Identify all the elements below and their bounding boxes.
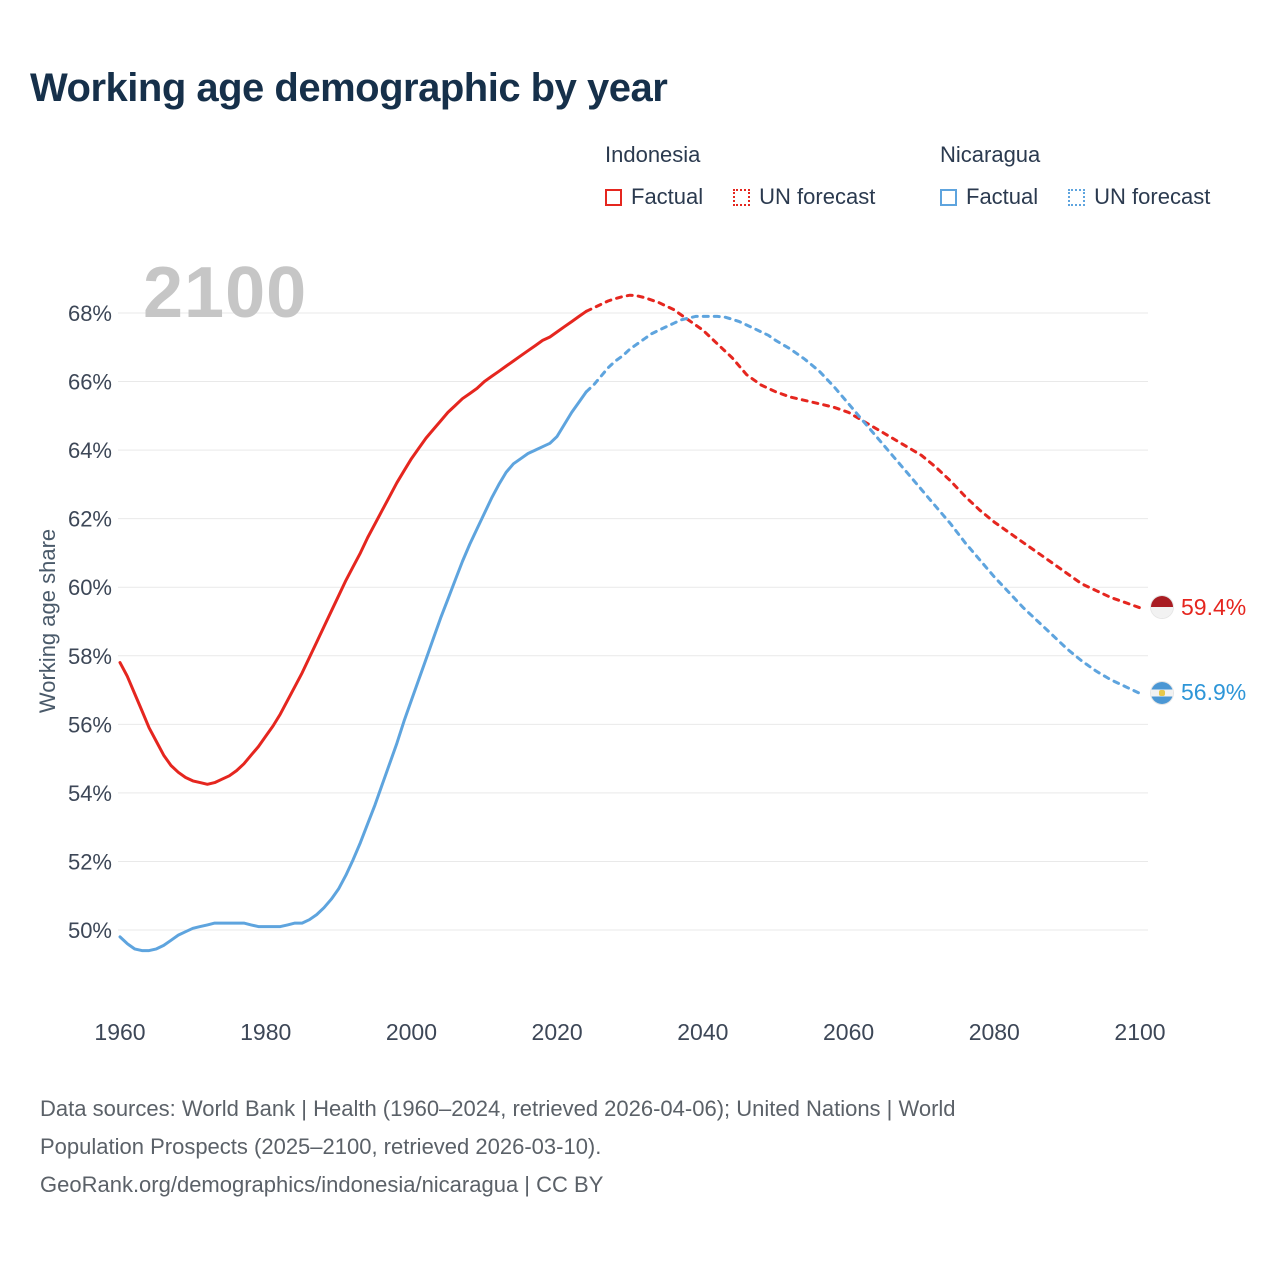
indonesia-flag-icon — [1151, 596, 1173, 619]
x-tick-label: 2020 — [532, 1019, 583, 1045]
end-value-nicaragua: 56.9% — [1181, 679, 1247, 706]
y-tick-label: 58% — [68, 644, 112, 669]
legend-group-nicaragua: Nicaragua Factual UN forecast — [940, 142, 1210, 210]
series-line-factual — [118, 390, 588, 953]
legend-item-label: Factual — [966, 184, 1039, 209]
y-axis-title: Working age share — [35, 528, 60, 714]
legend-item-nicaragua-factual[interactable]: Factual — [940, 184, 1038, 210]
legend-item-label: UN forecast — [1094, 184, 1211, 209]
legend-country-label-nicaragua: Nicaragua — [940, 142, 1041, 167]
x-tick-label: 2080 — [969, 1019, 1020, 1045]
x-tick-label: 2060 — [823, 1019, 874, 1045]
nicaragua-flag-icon — [1151, 681, 1173, 704]
y-tick-label: 64% — [68, 438, 112, 463]
page-title: Working age demographic by year — [30, 66, 668, 110]
hover-year-watermark: 2100 — [143, 253, 308, 333]
solid-swatch-icon — [605, 188, 622, 206]
y-tick-label: 62% — [68, 507, 112, 532]
legend-item-nicaragua-forecast[interactable]: UN forecast — [1068, 184, 1210, 210]
footer-line-3[interactable]: GeoRank.org/demographics/indonesia/nicar… — [40, 1172, 604, 1197]
x-tick-label: 1960 — [94, 1019, 145, 1045]
legend-item-indonesia-forecast[interactable]: UN forecast — [733, 184, 875, 210]
series-line-factual — [118, 309, 588, 786]
y-tick-label: 60% — [68, 575, 112, 600]
legend-item-label: UN forecast — [759, 184, 876, 209]
footer-line-2: Population Prospects (2025–2100, retriev… — [40, 1134, 602, 1159]
x-tick-label: 1980 — [240, 1019, 291, 1045]
legend-group-indonesia: Indonesia Factual UN forecast — [605, 142, 875, 210]
legend-country-label-indonesia: Indonesia — [605, 142, 701, 167]
y-tick-label: 50% — [68, 918, 112, 943]
x-tick-label: 2040 — [677, 1019, 728, 1045]
series-line-forecast — [584, 314, 1142, 695]
legend-item-label: Factual — [631, 184, 704, 209]
footer-line-1: Data sources: World Bank | Health (1960–… — [40, 1096, 956, 1121]
legend-item-indonesia-factual[interactable]: Factual — [605, 184, 703, 210]
dotted-swatch-icon — [1068, 188, 1086, 206]
series-line-forecast — [584, 293, 1142, 610]
solid-swatch-icon — [940, 188, 957, 206]
x-tick-label: 2000 — [386, 1019, 437, 1045]
y-tick-label: 66% — [68, 370, 112, 395]
y-tick-label: 52% — [68, 849, 112, 874]
y-tick-label: 68% — [68, 301, 112, 326]
series-end-label-nicaragua: 56.9% — [1151, 679, 1246, 706]
series-end-label-indonesia: 59.4% — [1151, 594, 1246, 621]
x-tick-label: 2100 — [1114, 1019, 1165, 1045]
y-tick-label: 54% — [68, 781, 112, 806]
y-tick-label: 56% — [68, 712, 112, 737]
dotted-swatch-icon — [733, 188, 751, 206]
legend: Indonesia Factual UN forecast Nicaragua … — [0, 142, 1280, 226]
end-value-indonesia: 59.4% — [1181, 593, 1247, 620]
data-sources-footer: Data sources: World Bank | Health (1960–… — [40, 1090, 1240, 1204]
